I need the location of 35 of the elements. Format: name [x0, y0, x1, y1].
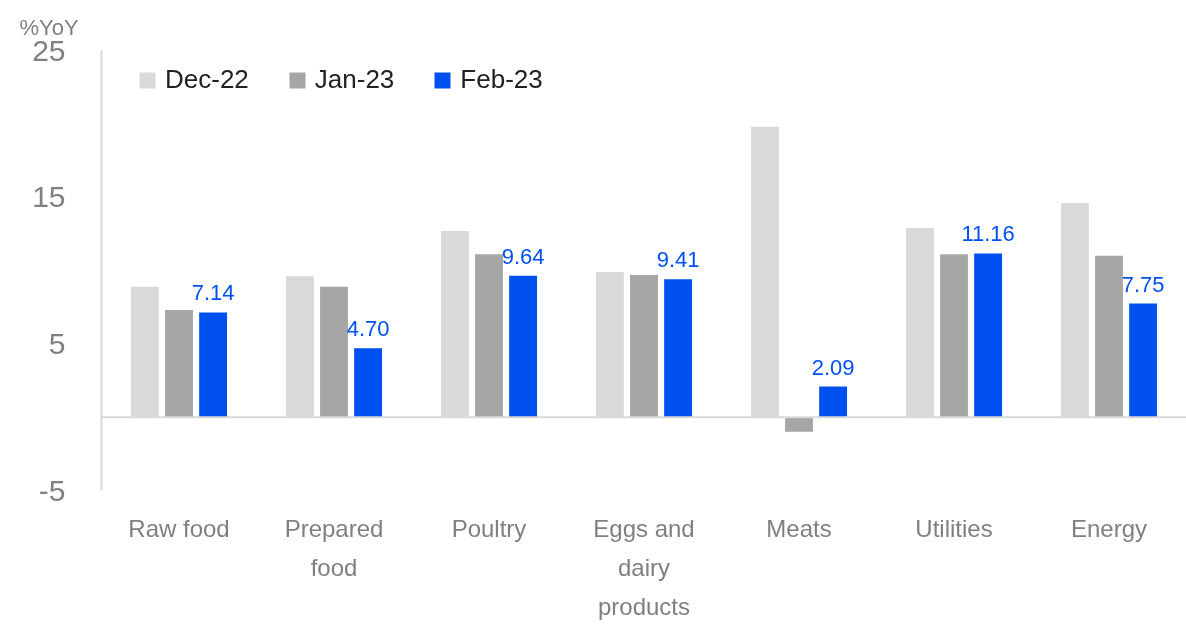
bar: [819, 386, 848, 418]
data-label: 7.14: [191, 280, 235, 306]
data-label: 9.41: [656, 247, 700, 273]
x-tick-label: Eggs and dairy products: [593, 514, 695, 620]
legend-label: Feb-23: [460, 64, 543, 95]
legend-label: Jan-23: [314, 64, 395, 95]
bar: [475, 254, 503, 418]
bar: [1129, 303, 1158, 418]
x-tick-label: Meats: [766, 514, 832, 542]
data-label: 4.70: [346, 316, 390, 342]
data-label: 11.16: [961, 221, 1015, 247]
legend-label: Dec-22: [165, 64, 249, 95]
bar: [1095, 255, 1123, 418]
data-label: 9.64: [501, 243, 545, 269]
bar: [509, 275, 538, 418]
bar: [354, 348, 383, 418]
bar: [320, 286, 348, 418]
bar: [785, 417, 813, 432]
bar: [199, 312, 228, 418]
y-tick-label: 15: [32, 180, 66, 214]
bar: [664, 279, 693, 418]
x-tick-label: Raw food: [128, 514, 230, 542]
bar: [630, 274, 658, 418]
data-label: 2.09: [811, 354, 855, 380]
y-tick-label: -5: [38, 473, 66, 507]
x-tick-label: Prepared food: [284, 514, 384, 581]
y-axis-title: %YoY: [19, 14, 79, 40]
x-tick-label: Energy: [1070, 514, 1148, 542]
bar: [165, 310, 193, 418]
x-tick-label: Utilities: [915, 514, 993, 542]
bar: [974, 253, 1003, 418]
y-tick-label: 5: [48, 326, 66, 360]
data-label: 7.75: [1121, 271, 1165, 297]
x-tick-label: Poultry: [451, 514, 527, 542]
bar: [940, 254, 968, 418]
